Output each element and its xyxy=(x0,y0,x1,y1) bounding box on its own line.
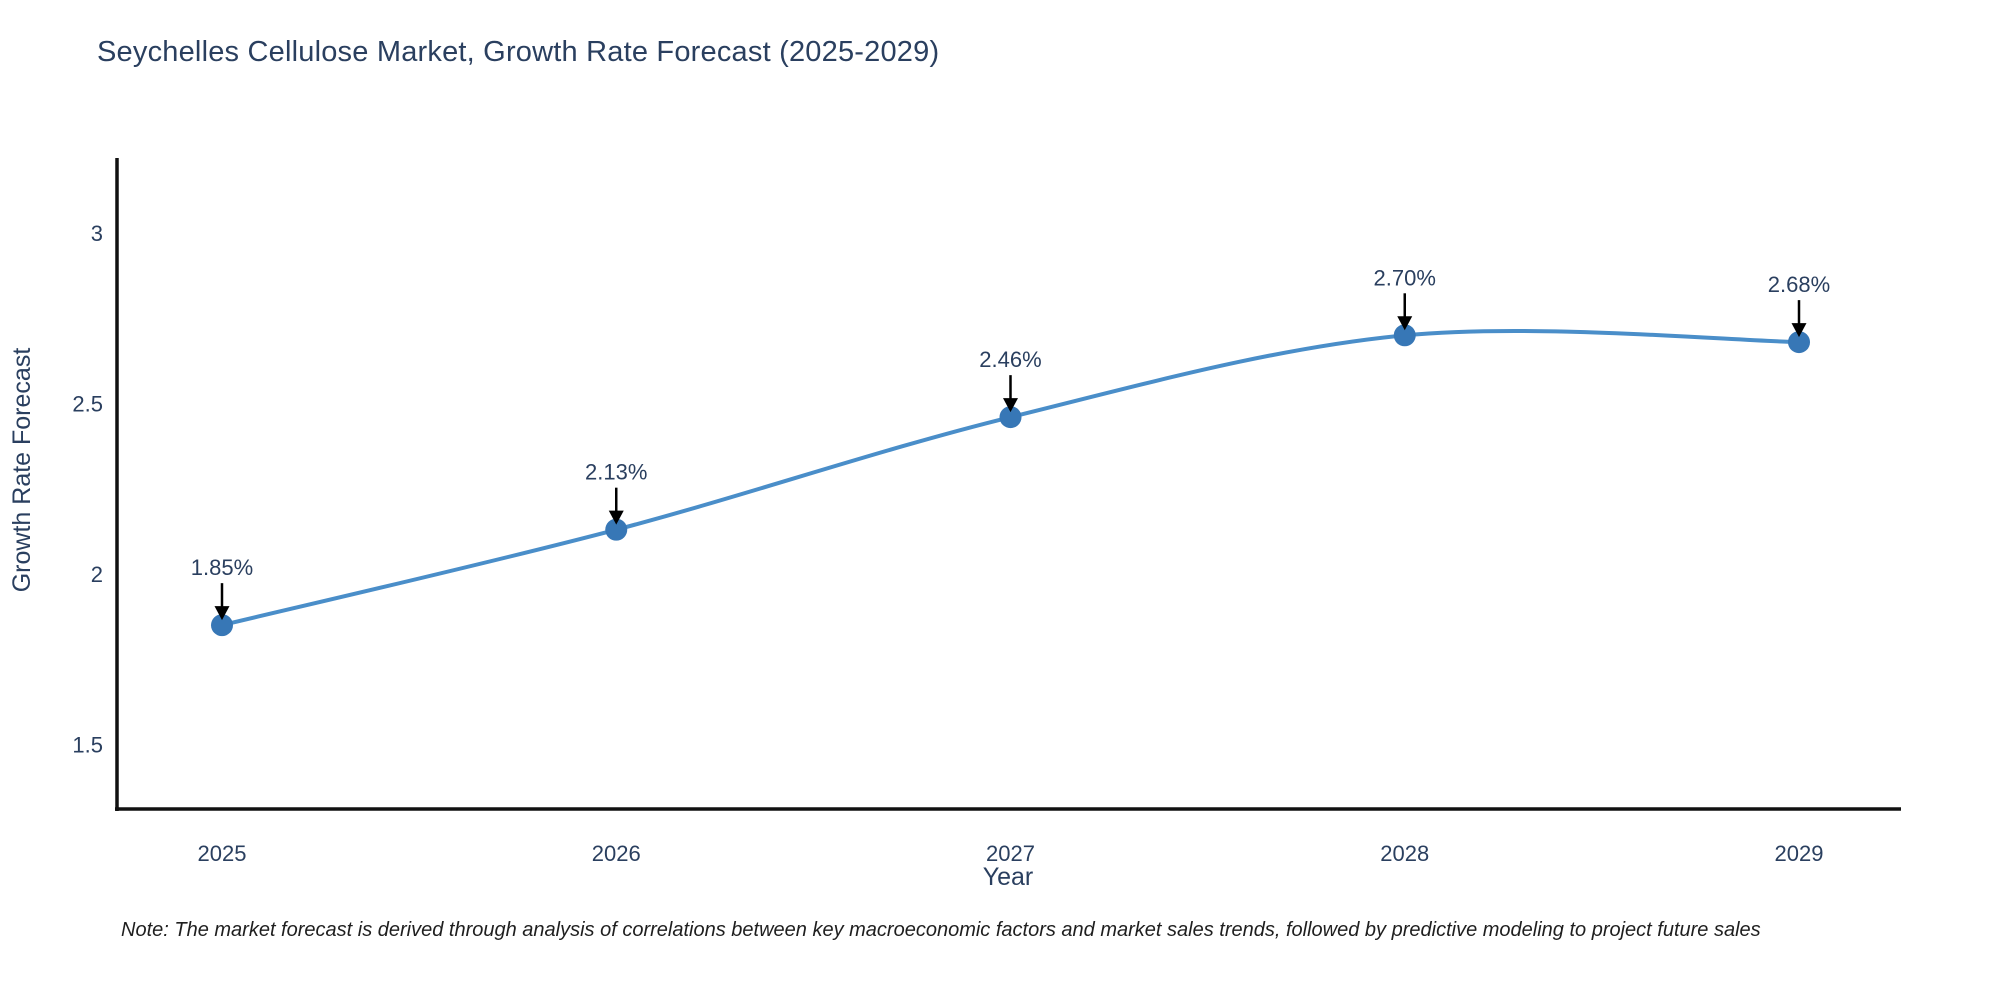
x-tick-label: 2028 xyxy=(1380,841,1429,866)
x-tick-label: 2025 xyxy=(198,841,247,866)
y-tick-label: 3 xyxy=(91,221,103,246)
data-point-label: 2.13% xyxy=(585,460,647,485)
y-tick-label: 2 xyxy=(91,562,103,587)
data-point-marker xyxy=(605,518,628,541)
x-tick-label: 2027 xyxy=(986,841,1035,866)
data-point-label: 2.70% xyxy=(1374,265,1436,290)
y-tick-label: 1.5 xyxy=(72,733,103,758)
annotation-arrow-head xyxy=(1003,398,1018,413)
x-axis-title: Year xyxy=(983,863,1034,891)
data-point-marker xyxy=(1393,324,1416,347)
annotation-arrow-head xyxy=(1397,316,1413,331)
y-axis-title: Growth Rate Forecast xyxy=(8,348,36,593)
y-tick-label: 2.5 xyxy=(72,392,103,417)
chart-title: Seychelles Cellulose Market, Growth Rate… xyxy=(97,36,940,68)
data-point-label: 1.85% xyxy=(191,555,253,580)
x-tick-label: 2029 xyxy=(1775,841,1824,866)
annotation-arrow-head xyxy=(214,606,230,621)
forecast-line xyxy=(220,328,1801,628)
chart-footnote: Note: The market forecast is derived thr… xyxy=(121,919,1761,941)
data-point-label: 2.68% xyxy=(1768,272,1830,297)
annotation-arrow-head xyxy=(608,510,624,525)
data-point-marker xyxy=(1788,331,1810,354)
data-point-marker xyxy=(999,406,1022,429)
x-tick-label: 2026 xyxy=(592,841,641,866)
annotation-arrow-head xyxy=(1791,323,1807,338)
data-point-marker xyxy=(211,614,233,637)
data-point-label: 2.46% xyxy=(979,347,1041,372)
